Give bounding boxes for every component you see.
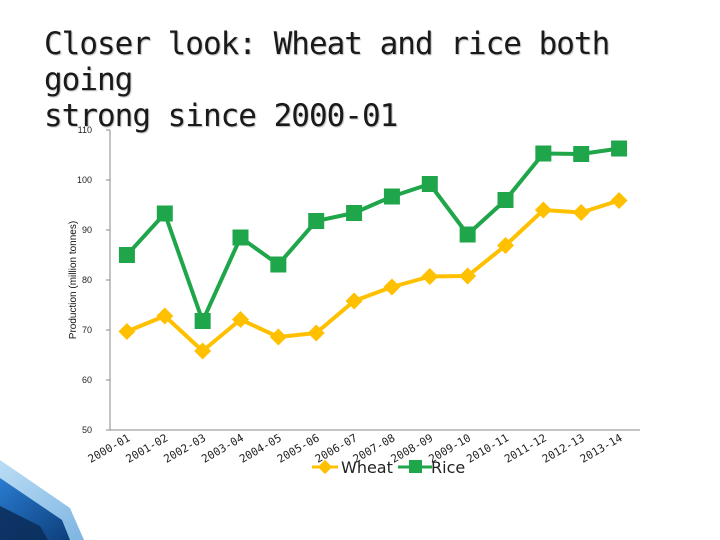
rice-point: [535, 145, 552, 162]
legend-wheat-marker: [317, 459, 333, 475]
rice-point: [308, 213, 325, 229]
rice-point: [194, 313, 211, 329]
rice-point: [156, 205, 173, 222]
rice-point: [611, 140, 628, 157]
x-tick-label: 2004-05: [237, 431, 284, 465]
wheat-point: [307, 324, 325, 342]
x-tick-label: 2005-06: [275, 431, 322, 465]
x-tick-label: 2011-12: [502, 431, 549, 465]
y-axis-label: Production (million tonnes): [68, 221, 79, 339]
rice-point: [383, 188, 400, 205]
rice-point: [270, 256, 287, 273]
rice-point: [421, 176, 438, 192]
x-tick-label: 2013-14: [578, 431, 625, 466]
x-tick-label: 2012-13: [540, 431, 587, 465]
legend: Wheat Rice: [312, 458, 465, 477]
y-tick-label: 70: [82, 325, 92, 335]
wheat-point: [459, 267, 477, 285]
wheat-point: [232, 311, 249, 328]
wheat-point: [156, 307, 174, 325]
corner-decoration: [0, 460, 84, 540]
legend-item-rice: Rice: [398, 458, 465, 477]
series-rice: [118, 140, 628, 329]
wheat-point: [383, 278, 401, 296]
x-tick-label: 2001-02: [124, 431, 171, 465]
wheat-point: [118, 323, 136, 340]
y-tick-label: 80: [82, 275, 92, 285]
y-tick-label: 110: [78, 125, 92, 135]
wheat-line: [126, 198, 620, 353]
slide-title-line-1: Closer look: Wheat and rice both going: [44, 26, 610, 98]
wheat-point: [497, 237, 514, 254]
y-tick-label: 50: [82, 425, 92, 435]
wheat-point: [421, 268, 439, 285]
rice-point: [497, 192, 514, 208]
y-tick-label: 90: [82, 225, 92, 235]
rice-point: [573, 146, 590, 162]
rice-point: [346, 205, 363, 221]
wheat-point: [572, 204, 590, 221]
rice-point: [459, 226, 476, 243]
x-tick-label: 2002-03: [161, 431, 208, 465]
x-tick-label: 2003-04: [199, 431, 246, 466]
y-tick-label: 60: [82, 375, 92, 385]
legend-wheat-label: Wheat: [341, 458, 393, 477]
legend-item-wheat: Wheat: [312, 458, 393, 477]
slide-title: Closer look: Wheat and rice both going s…: [44, 26, 684, 134]
wheat-point: [534, 201, 552, 219]
series-wheat: [118, 192, 628, 360]
wheat-point: [269, 328, 287, 346]
slide-title-line-2: strong since 2000-01: [44, 98, 398, 134]
y-tick-label: 100: [77, 175, 92, 185]
y-tick-labels: 50 60 70 80 90 100 110: [77, 125, 110, 435]
series-layer: [118, 140, 628, 360]
wheat-point: [610, 192, 628, 209]
rice-point: [232, 229, 249, 246]
y-axis: 50 60 70 80 90 100 110 Production (million ton…: [68, 125, 111, 435]
legend-rice-label: Rice: [431, 458, 465, 477]
x-tick-label: 2010-11: [464, 431, 511, 465]
wheat-point: [345, 292, 363, 310]
legend-rice-marker: [409, 460, 422, 473]
rice-point: [118, 247, 135, 263]
wheat-point: [194, 342, 212, 360]
